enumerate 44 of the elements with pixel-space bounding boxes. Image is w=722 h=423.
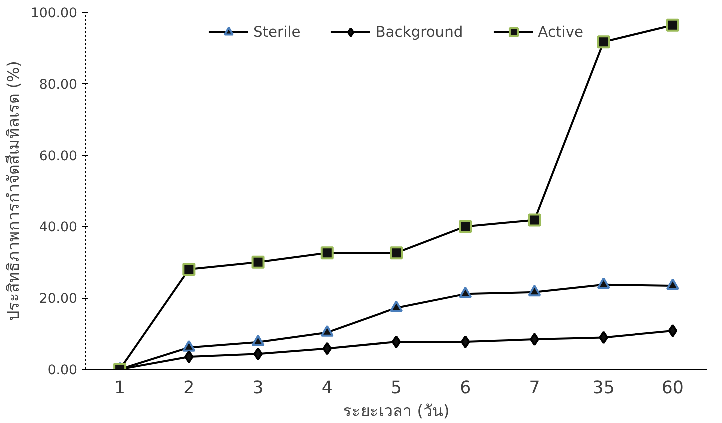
point	[320, 325, 334, 337]
legend-label: Background	[376, 24, 464, 40]
point	[459, 220, 472, 234]
y-tick-label: 60.00	[39, 149, 78, 164]
point	[528, 214, 542, 227]
point	[390, 300, 403, 312]
point	[668, 324, 678, 338]
x-axis-title: ระยะเวลา (วัน)	[343, 402, 450, 420]
y-tick-label: 40.00	[39, 220, 78, 236]
point	[459, 286, 472, 298]
x-tick-label: 6	[460, 378, 472, 398]
point	[666, 18, 680, 32]
legend-label: Sterile	[253, 24, 301, 40]
x-tick-label: 7	[529, 378, 540, 398]
point	[254, 348, 263, 361]
x-tick-label: 35	[592, 378, 615, 398]
point	[597, 278, 610, 290]
y-tick-label: 100.00	[30, 6, 78, 22]
point	[460, 336, 470, 349]
point	[599, 331, 608, 344]
point	[252, 256, 265, 269]
point	[392, 336, 402, 349]
y-tick-label: 20.00	[39, 292, 78, 308]
y-axis-title: ประสิทธิภาพการกำจัดสีเมทิลเรด (%)	[4, 61, 23, 321]
point	[320, 246, 334, 260]
y-tick-label: 80.00	[39, 78, 78, 93]
x-tick-label: 3	[252, 378, 264, 398]
point	[390, 246, 403, 260]
x-tick-label: 4	[322, 378, 333, 398]
x-tick-label: 1	[114, 378, 126, 398]
point	[666, 278, 680, 290]
y-tick-label: 0.00	[48, 364, 78, 378]
x-tick-label: 60	[662, 378, 684, 398]
x-tick-label: 2	[184, 378, 195, 398]
point	[182, 263, 196, 276]
point	[182, 340, 196, 352]
point	[322, 342, 332, 356]
point	[528, 285, 542, 297]
point	[184, 350, 194, 364]
legend-label: Active	[538, 24, 584, 40]
x-tick-label: 5	[390, 378, 402, 398]
point	[252, 335, 265, 347]
point	[530, 333, 540, 346]
point	[597, 36, 610, 49]
